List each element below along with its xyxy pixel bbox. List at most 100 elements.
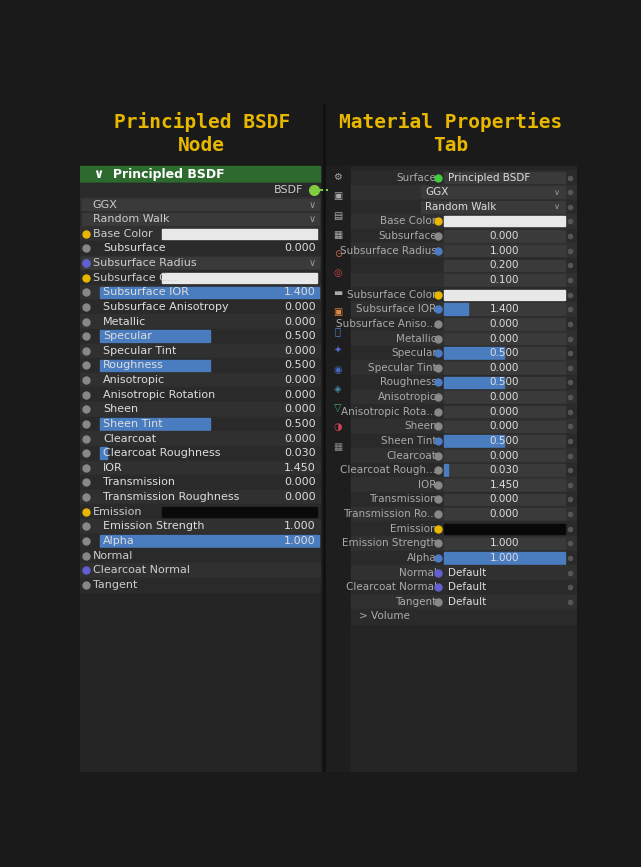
Bar xyxy=(444,376,504,388)
Text: Subsurface Color: Subsurface Color xyxy=(347,290,437,300)
Text: 0.000: 0.000 xyxy=(490,362,519,373)
Bar xyxy=(80,358,320,373)
Text: Alpha: Alpha xyxy=(103,536,135,546)
Bar xyxy=(351,199,577,214)
Bar xyxy=(80,343,320,358)
Bar xyxy=(80,183,320,772)
Bar xyxy=(444,508,565,520)
Text: Base Color: Base Color xyxy=(381,217,437,226)
Bar xyxy=(80,285,320,300)
Bar xyxy=(351,214,577,229)
Bar xyxy=(100,360,210,371)
Text: Anisotropic Rotation: Anisotropic Rotation xyxy=(103,389,215,400)
Text: BSDF: BSDF xyxy=(274,185,303,195)
Text: Transmission: Transmission xyxy=(369,494,437,505)
Bar xyxy=(80,183,320,197)
Text: Emission: Emission xyxy=(390,524,437,534)
Bar xyxy=(444,406,565,417)
Bar xyxy=(80,519,320,534)
Bar xyxy=(80,166,320,183)
Bar xyxy=(351,244,577,258)
Bar xyxy=(444,259,565,271)
Bar xyxy=(421,186,565,198)
Text: Transmission Ro...: Transmission Ro... xyxy=(343,509,437,519)
Text: ▣: ▣ xyxy=(333,307,342,317)
Text: Default: Default xyxy=(448,583,487,592)
Bar xyxy=(100,535,319,547)
Bar xyxy=(444,420,565,432)
Text: 1.000: 1.000 xyxy=(490,553,519,563)
Text: Subsurface Anisotropy: Subsurface Anisotropy xyxy=(103,302,229,312)
Bar xyxy=(351,434,577,448)
Text: 0.000: 0.000 xyxy=(490,392,519,402)
Text: ∨: ∨ xyxy=(309,258,316,268)
Bar xyxy=(351,258,577,272)
Bar xyxy=(444,435,565,447)
Text: 0.500: 0.500 xyxy=(490,349,519,358)
Text: Clearcoat Normal: Clearcoat Normal xyxy=(345,583,437,592)
Text: Roughness: Roughness xyxy=(103,361,164,370)
Bar xyxy=(80,475,320,490)
Text: Normal: Normal xyxy=(399,568,437,577)
Bar xyxy=(351,166,577,772)
Bar xyxy=(444,552,565,564)
Bar xyxy=(351,551,577,565)
Bar xyxy=(324,166,351,772)
Bar xyxy=(100,330,210,342)
Text: 0.200: 0.200 xyxy=(490,260,519,271)
Text: ✦: ✦ xyxy=(334,345,342,355)
Bar xyxy=(444,290,565,300)
Bar xyxy=(444,376,565,388)
Bar xyxy=(444,479,565,491)
Bar xyxy=(444,274,565,286)
Bar xyxy=(351,375,577,389)
Text: Subsurface C...: Subsurface C... xyxy=(92,273,178,283)
Bar xyxy=(351,448,577,463)
Text: 0.000: 0.000 xyxy=(490,509,519,519)
Bar xyxy=(351,565,577,580)
Bar xyxy=(351,404,577,419)
Text: GGX: GGX xyxy=(425,187,448,197)
Text: ▬: ▬ xyxy=(333,288,342,297)
Text: Clearcoat: Clearcoat xyxy=(103,434,156,444)
Bar xyxy=(351,580,577,595)
Bar xyxy=(351,346,577,361)
Text: 0.000: 0.000 xyxy=(284,316,316,327)
Bar xyxy=(351,272,577,287)
Bar xyxy=(444,333,565,344)
Bar xyxy=(100,418,210,430)
Text: Sheen Tint: Sheen Tint xyxy=(103,419,163,429)
Bar xyxy=(351,610,577,623)
Bar xyxy=(444,318,565,329)
Text: 0.000: 0.000 xyxy=(284,404,316,414)
Text: Base Color: Base Color xyxy=(92,229,152,238)
Text: Metallic: Metallic xyxy=(396,334,437,343)
Text: > Volume: > Volume xyxy=(359,611,410,622)
Text: 1.000: 1.000 xyxy=(490,245,519,256)
Text: ◎: ◎ xyxy=(333,269,342,278)
Text: GGX: GGX xyxy=(92,199,117,210)
Bar xyxy=(351,389,577,404)
Text: 0.000: 0.000 xyxy=(490,407,519,417)
Text: ▽: ▽ xyxy=(334,403,342,414)
Bar xyxy=(80,417,320,431)
Text: 1.450: 1.450 xyxy=(490,479,519,490)
Text: 1.400: 1.400 xyxy=(284,287,316,297)
Bar xyxy=(80,563,320,577)
Text: Random Walk: Random Walk xyxy=(425,202,496,212)
Bar xyxy=(80,446,320,460)
Text: Material Properties
Tab: Material Properties Tab xyxy=(339,112,562,155)
Text: Sheen: Sheen xyxy=(103,404,138,414)
Text: 0.000: 0.000 xyxy=(284,434,316,444)
Text: Principled BSDF
Node: Principled BSDF Node xyxy=(113,112,290,155)
Bar xyxy=(351,287,577,302)
Bar xyxy=(80,197,320,212)
Text: Specular Tint: Specular Tint xyxy=(368,362,437,373)
Text: IOR: IOR xyxy=(103,463,123,473)
Bar xyxy=(80,373,320,388)
Bar xyxy=(81,213,319,225)
Text: 0.000: 0.000 xyxy=(284,478,316,487)
Bar xyxy=(80,300,320,314)
Bar xyxy=(351,463,577,478)
Text: ∨: ∨ xyxy=(309,214,316,225)
